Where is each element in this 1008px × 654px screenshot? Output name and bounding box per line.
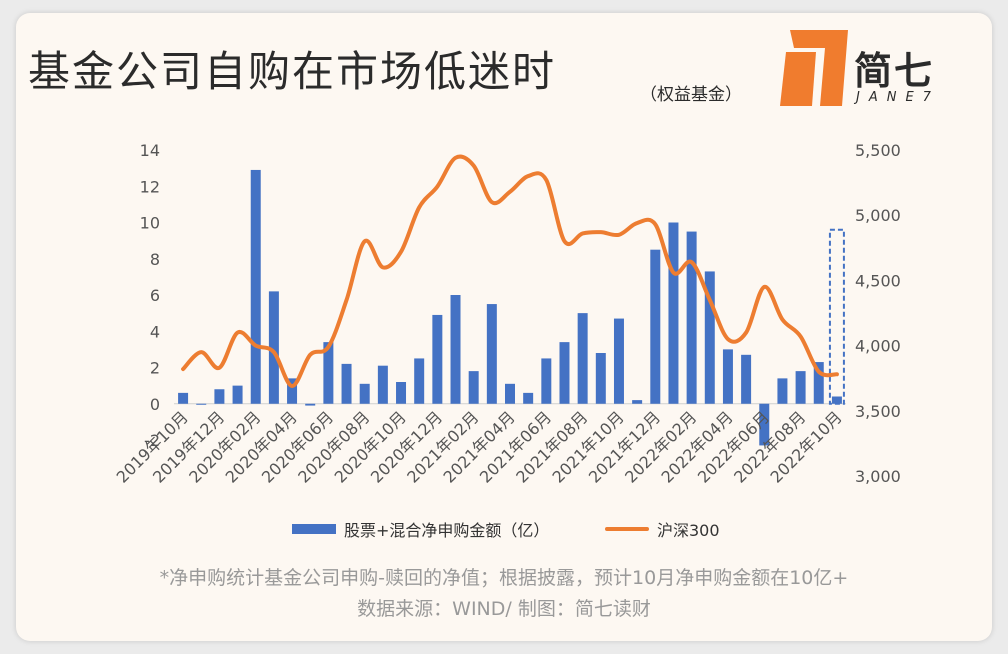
bar xyxy=(722,349,733,404)
bar xyxy=(741,354,752,404)
bar xyxy=(214,389,225,404)
bar xyxy=(396,382,407,404)
bar xyxy=(613,318,624,404)
bar xyxy=(668,222,679,404)
y-right-tick-label: 3,500 xyxy=(855,402,901,421)
estimate-dashed-bar xyxy=(828,228,845,405)
legend-line-swatch xyxy=(605,527,649,531)
logo-subtext: JANE7 xyxy=(856,90,940,105)
bar xyxy=(650,249,661,404)
y-left-tick-label: 14 xyxy=(140,141,160,160)
bar xyxy=(450,295,461,404)
legend-label-line: 沪深300 xyxy=(657,521,720,540)
bar xyxy=(414,358,425,404)
legend-label-bars: 股票+混合净申购金额（亿） xyxy=(344,521,550,540)
chart-title: 基金公司自购在市场低迷时 xyxy=(28,47,557,96)
y-left-tick-label: -2 xyxy=(144,431,160,450)
bar xyxy=(377,365,388,404)
legend-item-line: 沪深300 xyxy=(605,517,720,541)
line-series-hs300 xyxy=(181,154,839,389)
bar xyxy=(341,363,352,404)
y-left-tick-label: 10 xyxy=(140,214,160,233)
bar xyxy=(541,358,552,404)
bar xyxy=(777,378,788,404)
bar xyxy=(595,353,606,404)
y-right-tick-label: 4,000 xyxy=(855,337,901,356)
y-right-tick-label: 5,500 xyxy=(855,141,901,160)
bar xyxy=(486,304,497,404)
legend-item-bars: 股票+混合净申购金额（亿） xyxy=(292,517,549,541)
bar xyxy=(468,371,479,404)
logo-mark-icon xyxy=(780,30,848,106)
chart-subtitle: （权益基金） xyxy=(640,85,742,105)
bar xyxy=(287,378,298,404)
bar xyxy=(505,383,515,404)
y-left-tick-label: 4 xyxy=(150,322,160,341)
source-note: 数据来源：WIND/ 制图：简七读财 xyxy=(357,598,651,620)
y-left-tick-label: 8 xyxy=(150,250,160,269)
bar xyxy=(178,392,189,404)
y-left-tick-label: 0 xyxy=(150,395,160,414)
bar xyxy=(359,383,370,404)
y-left-tick-label: 12 xyxy=(140,177,160,196)
bar xyxy=(268,291,279,404)
y-right-tick-label: 5,000 xyxy=(855,206,901,225)
bar xyxy=(632,400,643,404)
bar xyxy=(323,342,334,404)
legend-bar-swatch xyxy=(292,524,336,534)
footnote: *净申购统计基金公司申购-赎回的净值；根据披露，预计10月净申购金额在10亿+ xyxy=(159,567,849,589)
y-left-tick-label: 2 xyxy=(150,359,160,378)
bar xyxy=(196,403,207,405)
bar xyxy=(559,342,570,404)
y-right-tick-label: 4,500 xyxy=(855,271,901,290)
bar xyxy=(759,403,770,446)
bar xyxy=(704,271,715,404)
bar xyxy=(795,371,806,404)
logo-text: 简七 xyxy=(854,49,935,93)
y-right-tick-label: 3,000 xyxy=(855,467,901,486)
y-left-tick-label: 6 xyxy=(150,286,160,305)
chart-card xyxy=(16,13,992,641)
bar xyxy=(432,314,443,404)
bar xyxy=(305,403,316,406)
brand-logo: 简七 JANE7 xyxy=(776,30,976,110)
bar xyxy=(686,231,697,404)
bar xyxy=(813,362,824,404)
bar xyxy=(232,385,243,404)
bar xyxy=(831,396,842,404)
bar xyxy=(523,392,534,404)
bar xyxy=(250,169,261,404)
bar xyxy=(577,313,588,404)
